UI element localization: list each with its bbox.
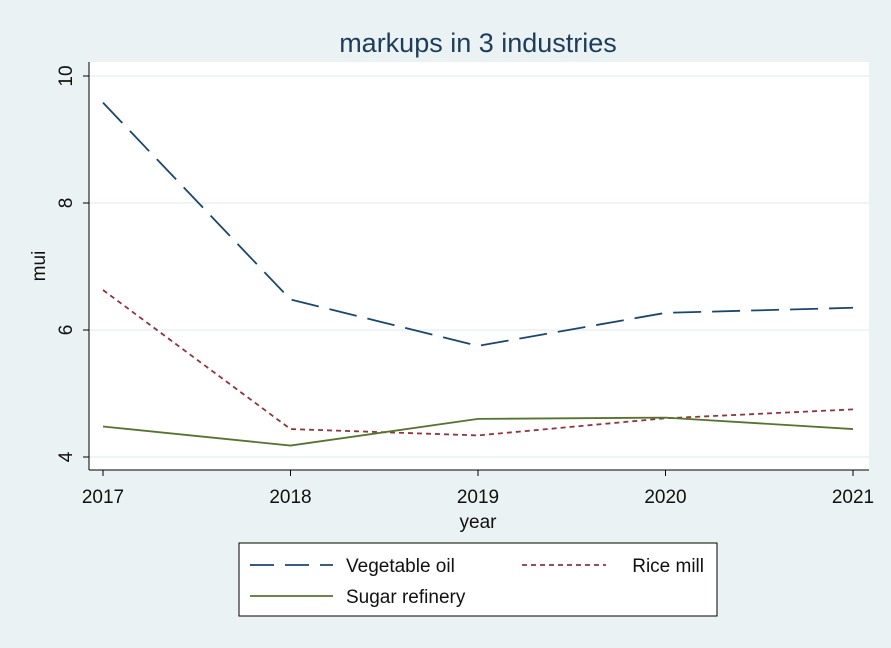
chart-title: markups in 3 industries — [339, 28, 617, 58]
x-tick-label: 2020 — [644, 487, 686, 508]
x-tick-label: 2018 — [269, 487, 311, 508]
series-line-rice-mill — [102, 289, 854, 437]
gridlines — [89, 75, 869, 458]
x-tick-label: 2019 — [457, 487, 499, 508]
x-tick-label: 2021 — [832, 487, 874, 508]
y-tick-label: 6 — [56, 325, 77, 336]
legend-box — [238, 542, 718, 617]
series-lines — [102, 102, 854, 447]
x-axis-title: year — [460, 512, 498, 533]
x-axis-ticks: 2017 2018 2019 2020 2021 — [82, 470, 874, 508]
series-line-sugar-refinery — [102, 416, 854, 447]
series-line-vegetable-oil — [102, 102, 854, 347]
legend-label: Rice mill — [632, 556, 704, 577]
legend-label: Sugar refinery — [346, 587, 466, 608]
y-tick-label: 10 — [56, 65, 77, 86]
plot-area — [89, 62, 869, 470]
legend-label: Vegetable oil — [346, 556, 455, 577]
y-tick-label: 4 — [56, 451, 77, 462]
legend: Vegetable oil Rice mill Sugar refinery — [238, 542, 718, 617]
y-axis-ticks: 4 6 8 10 — [56, 65, 89, 462]
y-axis-title: mui — [29, 251, 50, 282]
y-tick-label: 8 — [56, 198, 77, 209]
x-tick-label: 2017 — [82, 487, 124, 508]
